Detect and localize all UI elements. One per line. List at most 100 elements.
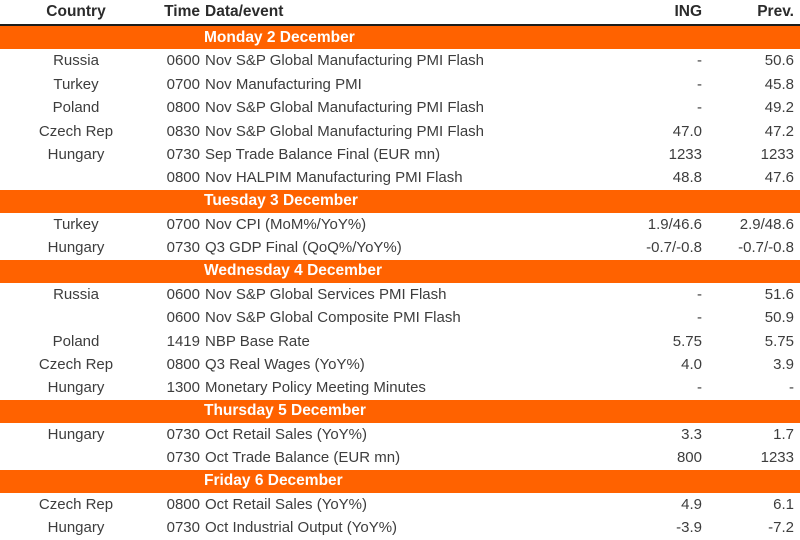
table-header: Country Time Data/event ING Prev. xyxy=(0,0,800,26)
time-cell: 0800 xyxy=(166,99,200,117)
prev-cell: 47.6 xyxy=(764,169,794,187)
ing-cell: - xyxy=(697,99,702,117)
event-cell: Sep Trade Balance Final (EUR mn) xyxy=(205,145,441,163)
table-row: Turkey 0700 Nov CPI (MoM%/YoY%) 1.9/46.6… xyxy=(0,213,800,236)
event-cell: Nov S&P Global Composite PMI Flash xyxy=(205,309,461,327)
day-header-label: Wednesday 4 December xyxy=(0,259,800,283)
prev-cell: 50.9 xyxy=(764,309,794,327)
day-header-label: Thursday 5 December xyxy=(0,399,800,423)
event-cell: Monetary Policy Meeting Minutes xyxy=(205,379,426,397)
table-row: Hungary 0730 Oct Industrial Output (YoY%… xyxy=(0,516,800,539)
table-row: Hungary 0730 Oct Retail Sales (YoY%) 3.3… xyxy=(0,423,800,446)
table-row: 0730 Oct Trade Balance (EUR mn) 800 1233 xyxy=(0,446,800,469)
time-cell: 0830 xyxy=(166,122,200,140)
event-cell: Q3 GDP Final (QoQ%/YoY%) xyxy=(205,239,402,257)
ing-cell: 4.0 xyxy=(681,356,702,374)
ing-cell: 5.75 xyxy=(672,332,702,350)
country-cell: Hungary xyxy=(47,379,105,397)
event-cell: Oct Retail Sales (YoY%) xyxy=(205,495,368,513)
prev-cell: - xyxy=(789,379,794,397)
time-cell: 0730 xyxy=(166,426,200,444)
day-header-label: Friday 6 December xyxy=(0,469,800,493)
table-row: Czech Rep 0800 Q3 Real Wages (YoY%) 4.0 … xyxy=(0,353,800,376)
ing-cell: - xyxy=(697,52,702,70)
column-header-prev: Prev. xyxy=(702,0,800,26)
country-cell: Czech Rep xyxy=(38,356,114,374)
prev-cell: 47.2 xyxy=(764,122,794,140)
time-cell: 0800 xyxy=(166,495,200,513)
time-cell: 0600 xyxy=(166,309,200,327)
event-cell: Oct Industrial Output (YoY%) xyxy=(205,519,398,537)
day-header-row: Wednesday 4 December xyxy=(0,259,800,283)
time-cell: 1300 xyxy=(166,379,200,397)
ing-cell: 1.9/46.6 xyxy=(647,215,702,233)
day-header-row: Tuesday 3 December xyxy=(0,189,800,213)
country-cell: Russia xyxy=(53,52,99,70)
ing-cell: - xyxy=(697,379,702,397)
ing-cell: - xyxy=(697,285,702,303)
column-header-event: Data/event xyxy=(200,0,640,26)
time-cell: 0800 xyxy=(166,169,200,187)
ing-cell: 800 xyxy=(676,449,702,467)
prev-cell: 1.7 xyxy=(773,426,794,444)
country-cell: Poland xyxy=(52,99,100,117)
prev-cell: 1233 xyxy=(760,145,794,163)
prev-cell: 3.9 xyxy=(773,356,794,374)
prev-cell: 50.6 xyxy=(764,52,794,70)
table-row: Hungary 0730 Q3 GDP Final (QoQ%/YoY%) -0… xyxy=(0,236,800,259)
event-cell: Oct Trade Balance (EUR mn) xyxy=(205,449,401,467)
ing-cell: 3.3 xyxy=(681,426,702,444)
time-cell: 0800 xyxy=(166,356,200,374)
prev-cell: -0.7/-0.8 xyxy=(738,239,794,257)
event-cell: Oct Retail Sales (YoY%) xyxy=(205,426,368,444)
country-cell: Russia xyxy=(53,285,99,303)
table-row: Russia 0600 Nov S&P Global Services PMI … xyxy=(0,283,800,306)
time-cell: 0730 xyxy=(166,449,200,467)
ing-cell: - xyxy=(697,75,702,93)
prev-cell: 6.1 xyxy=(773,495,794,513)
prev-cell: 5.75 xyxy=(764,332,794,350)
day-header-row: Monday 2 December xyxy=(0,25,800,50)
table-row: Poland 1419 NBP Base Rate 5.75 5.75 xyxy=(0,329,800,352)
ing-cell: -3.9 xyxy=(676,519,702,537)
column-header-ing: ING xyxy=(640,0,702,26)
ing-cell: 47.0 xyxy=(672,122,702,140)
time-cell: 0700 xyxy=(166,215,200,233)
table-row: Czech Rep 0830 Nov S&P Global Manufactur… xyxy=(0,119,800,142)
table-row: Poland 0800 Nov S&P Global Manufacturing… xyxy=(0,96,800,119)
event-cell: Q3 Real Wages (YoY%) xyxy=(205,356,365,374)
country-cell: Hungary xyxy=(47,519,105,537)
time-cell: 0600 xyxy=(166,285,200,303)
ing-cell: -0.7/-0.8 xyxy=(646,239,702,257)
prev-cell: 51.6 xyxy=(764,285,794,303)
time-cell: 0700 xyxy=(166,75,200,93)
country-cell: Czech Rep xyxy=(38,122,114,140)
time-cell: 0730 xyxy=(166,239,200,257)
country-cell xyxy=(0,306,152,329)
table-row: 0600 Nov S&P Global Composite PMI Flash … xyxy=(0,306,800,329)
day-header-row: Thursday 5 December xyxy=(0,399,800,423)
event-cell: Nov S&P Global Services PMI Flash xyxy=(205,285,447,303)
event-cell: Nov S&P Global Manufacturing PMI Flash xyxy=(205,122,485,140)
table-row: 0800 Nov HALPIM Manufacturing PMI Flash … xyxy=(0,166,800,189)
country-cell: Hungary xyxy=(47,239,105,257)
column-header-time: Time xyxy=(152,0,200,26)
column-header-country: Country xyxy=(0,0,152,26)
day-header-label: Tuesday 3 December xyxy=(0,189,800,213)
country-cell: Turkey xyxy=(53,75,99,93)
ing-cell: 4.9 xyxy=(681,495,702,513)
table-row: Russia 0600 Nov S&P Global Manufacturing… xyxy=(0,49,800,72)
time-cell: 1419 xyxy=(166,332,200,350)
country-cell: Hungary xyxy=(47,426,105,444)
country-cell xyxy=(0,446,152,469)
prev-cell: -7.2 xyxy=(768,519,794,537)
day-header-row: Friday 6 December xyxy=(0,469,800,493)
table-row: Hungary 1300 Monetary Policy Meeting Min… xyxy=(0,376,800,399)
country-cell: Czech Rep xyxy=(38,495,114,513)
country-cell: Hungary xyxy=(47,145,105,163)
ing-cell: 1233 xyxy=(668,145,702,163)
table-row: Turkey 0700 Nov Manufacturing PMI - 45.8 xyxy=(0,73,800,96)
time-cell: 0730 xyxy=(166,145,200,163)
prev-cell: 45.8 xyxy=(764,75,794,93)
